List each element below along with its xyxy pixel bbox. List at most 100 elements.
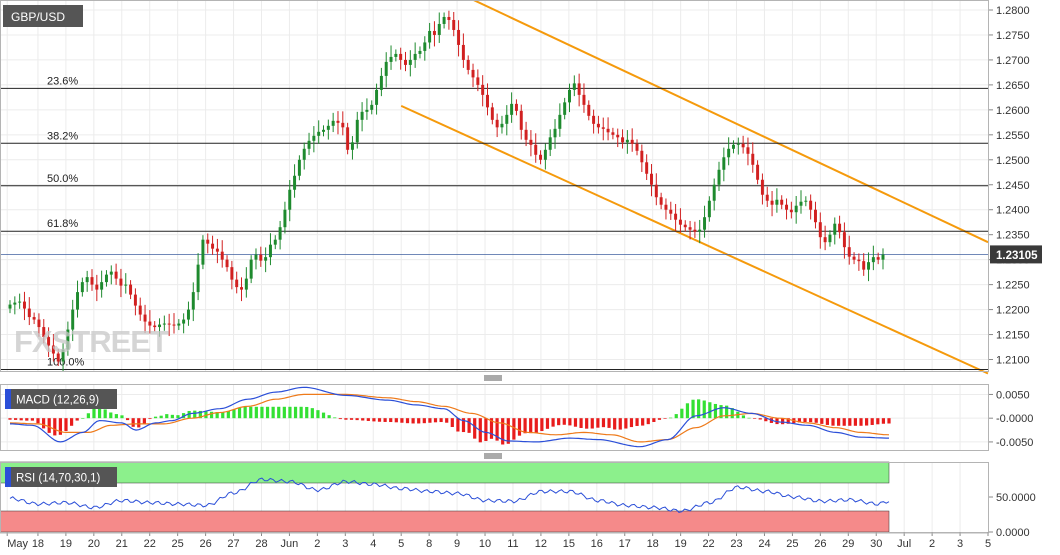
- candle: [322, 125, 325, 137]
- macd-histogram-bar: [445, 418, 449, 423]
- macd-histogram-bar: [781, 418, 785, 425]
- candle: [355, 111, 359, 149]
- macd-histogram-bar: [624, 418, 628, 429]
- candle: [365, 98, 369, 120]
- macd-histogram-bar: [865, 418, 869, 426]
- watermark-logo: FXSTREET: [14, 324, 169, 359]
- macd-histogram-bar: [277, 406, 281, 419]
- macd-histogram-bar: [680, 408, 684, 419]
- macd-histogram-bar: [428, 418, 432, 423]
- candle: [235, 271, 239, 294]
- price-tick-label: 1.2200: [996, 305, 1030, 317]
- macd-histogram-bar: [30, 418, 34, 421]
- candle: [756, 160, 760, 185]
- macd-histogram-bar: [837, 418, 841, 426]
- candle: [186, 301, 190, 326]
- macd-histogram-bar: [590, 418, 594, 429]
- candle: [558, 103, 562, 137]
- macd-histogram-bar: [825, 418, 830, 425]
- macd-histogram-bar: [523, 418, 527, 434]
- candle: [731, 140, 735, 154]
- candle: [71, 299, 75, 342]
- macd-histogram-bar: [568, 418, 572, 426]
- macd-histogram-bar: [305, 406, 309, 419]
- candle: [172, 313, 176, 334]
- x-tick-label: 5: [985, 538, 991, 550]
- candle: [177, 319, 181, 331]
- candle: [307, 132, 311, 156]
- candle: [683, 220, 687, 232]
- candle: [572, 75, 576, 97]
- candle: [148, 310, 152, 334]
- macd-histogram-bar: [450, 418, 454, 427]
- macd-histogram-bar: [209, 411, 214, 419]
- candle: [813, 201, 817, 229]
- candle: [90, 269, 94, 291]
- macd-histogram-bar: [657, 418, 662, 420]
- candle: [577, 73, 581, 107]
- macd-histogram-bar: [545, 418, 550, 429]
- candle: [823, 225, 827, 251]
- candle: [100, 270, 104, 298]
- macd-histogram-bar: [596, 418, 600, 428]
- macd-histogram-bar: [512, 418, 516, 440]
- candle: [379, 67, 383, 97]
- candle: [490, 102, 494, 125]
- candle: [278, 220, 282, 250]
- macd-label-badge[interactable]: MACD (12,26,9): [5, 389, 117, 409]
- macd-histogram-bar: [741, 415, 746, 419]
- fib-level-label: 61.8%: [47, 218, 78, 230]
- candle: [230, 260, 234, 290]
- x-tick-label: 4: [370, 538, 376, 550]
- macd-histogram-bar: [165, 414, 169, 419]
- candle: [688, 220, 692, 240]
- macd-histogram-bar: [573, 418, 578, 427]
- price-tick-label: 1.2750: [996, 30, 1030, 42]
- candle: [32, 312, 36, 325]
- rsi-overbought-zone: [0, 461, 890, 484]
- macd-histogram-bar: [725, 405, 729, 419]
- macd-histogram-bar: [215, 412, 219, 419]
- candle: [244, 267, 248, 298]
- macd-histogram-bar: [13, 418, 18, 420]
- candle: [543, 143, 547, 170]
- macd-histogram-bar: [534, 418, 538, 433]
- candle: [765, 186, 769, 207]
- macd-histogram-bar: [69, 418, 74, 426]
- resize-handle-rsi[interactable]: [484, 453, 502, 459]
- candle: [162, 315, 166, 331]
- macd-histogram-bar: [58, 418, 62, 435]
- resize-handle-macd[interactable]: [484, 375, 502, 381]
- candle: [104, 270, 108, 287]
- macd-histogram-bar: [148, 418, 152, 419]
- macd-histogram-bar: [321, 412, 326, 419]
- candle: [143, 304, 147, 334]
- candle: [871, 245, 875, 271]
- macd-histogram-bar: [372, 418, 376, 422]
- macd-histogram-bar: [288, 406, 292, 419]
- candle: [707, 196, 711, 222]
- candle: [645, 154, 649, 181]
- macd-histogram-bar: [142, 418, 146, 424]
- rsi-indicator: [9, 477, 890, 513]
- x-tick-label: 22: [144, 538, 156, 550]
- macd-histogram-bar: [831, 418, 835, 426]
- macd-histogram-bar: [540, 418, 544, 432]
- macd-histogram-bar: [713, 403, 718, 419]
- trend-channel: [400, 0, 989, 375]
- x-tick-label: 2: [929, 538, 935, 550]
- candle: [529, 130, 533, 157]
- candle: [370, 100, 374, 115]
- price-panel-border: [0, 0, 989, 372]
- macd-histogram-bar: [75, 418, 79, 421]
- symbol-badge[interactable]: GBP/USD: [3, 5, 83, 27]
- candle: [432, 21, 436, 47]
- candle: [447, 10, 451, 30]
- macd-histogram-bar: [176, 415, 180, 419]
- candle: [505, 105, 509, 136]
- rsi-label-badge[interactable]: RSI (14,70,30,1): [5, 467, 117, 487]
- candle: [486, 83, 489, 116]
- x-tick-label: May: [7, 538, 28, 550]
- macd-histogram-bar: [198, 410, 202, 419]
- candle: [259, 246, 263, 267]
